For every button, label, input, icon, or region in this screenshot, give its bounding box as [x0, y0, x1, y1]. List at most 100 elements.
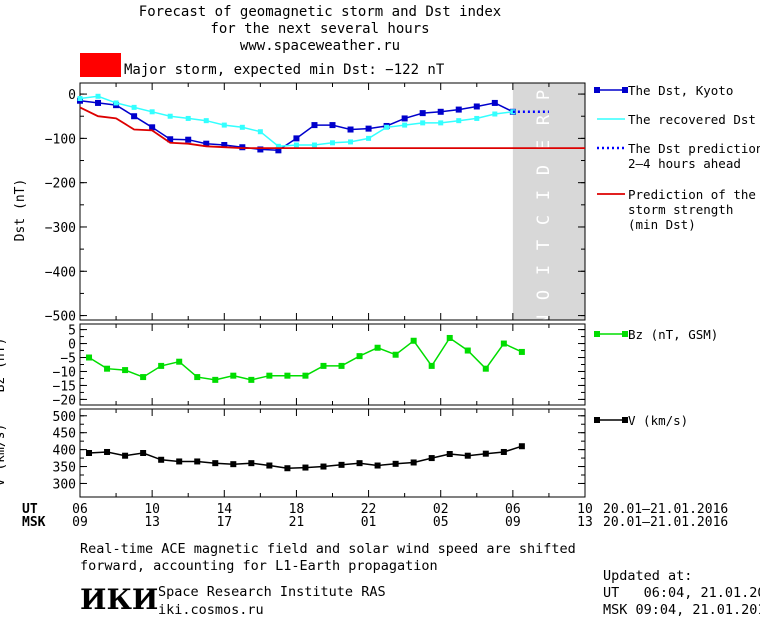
data-point [366, 135, 372, 141]
data-point [438, 120, 444, 126]
data-point [482, 450, 489, 457]
data-point [402, 122, 408, 128]
data-point [330, 140, 335, 146]
data-point [275, 143, 281, 149]
data-point [293, 135, 300, 142]
chart-title-url[interactable]: www.spaceweather.ru [239, 38, 401, 54]
y-axis-label: V (km/s) [0, 424, 8, 487]
prediction-band-letter: D [534, 165, 554, 175]
legend-bz-marker [622, 331, 628, 337]
data-point [348, 139, 354, 145]
legend-dst-label: The Dst, Kyoto [628, 83, 734, 98]
data-point [428, 362, 435, 369]
data-point [311, 122, 318, 129]
footnote-line-1: Real-time ACE magnetic field and solar w… [80, 541, 576, 557]
data-point [221, 122, 227, 128]
ut-tick-label: 06 [505, 502, 521, 517]
data-point [131, 113, 138, 120]
data-point [113, 100, 119, 106]
y-tick-label: 5 [68, 324, 76, 339]
data-point [158, 456, 165, 463]
data-point [365, 125, 372, 132]
updated-ut: UT 06:04, 21.01.2016 [603, 585, 760, 601]
data-point [356, 460, 363, 467]
legend-prediction-label-1: The Dst prediction [628, 141, 760, 156]
data-point [320, 463, 327, 470]
data-point [221, 142, 228, 149]
y-tick-label: −500 [45, 310, 76, 325]
data-point [149, 109, 155, 115]
msk-tick-label: 09 [72, 515, 88, 530]
data-point [410, 459, 417, 466]
iki-logo: ИКИ [80, 583, 159, 616]
data-point [257, 129, 263, 135]
data-point [374, 344, 381, 351]
data-point [473, 103, 480, 110]
msk-axis-label: MSK [22, 515, 46, 530]
institute-site-link[interactable]: iki.cosmos.ru [158, 602, 264, 618]
data-point [419, 110, 426, 117]
data-point [149, 124, 156, 131]
y-tick-label: 0 [68, 88, 76, 103]
updated-msk: MSK 09:04, 21.01.2016 [603, 602, 760, 618]
legend-dst-marker [594, 87, 600, 93]
prediction-band-letter: E [534, 140, 554, 150]
y-tick-label: −400 [45, 265, 76, 280]
data-point [500, 340, 507, 347]
data-point [420, 120, 426, 126]
data-point [140, 450, 147, 456]
y-tick-label: −300 [45, 221, 76, 236]
data-point [104, 448, 111, 455]
data-point [464, 452, 471, 459]
msk-tick-label: 17 [216, 515, 232, 530]
data-point [384, 124, 390, 130]
data-point [203, 118, 209, 124]
data-point [230, 461, 237, 468]
msk-tick-label: 13 [144, 515, 160, 530]
panel-frame [79, 323, 586, 406]
data-point [104, 365, 111, 372]
y-tick-label: 450 [53, 427, 76, 442]
data-point [86, 450, 93, 456]
data-point [284, 465, 291, 472]
data-point [95, 93, 101, 99]
legend-recovered-label: The recovered Dst [628, 112, 756, 127]
storm-level-swatch [80, 53, 121, 77]
y-tick-label: 500 [53, 410, 76, 425]
data-point [203, 140, 210, 147]
data-point [320, 362, 327, 369]
data-point [212, 460, 219, 467]
msk-tick-label: 09 [505, 515, 521, 530]
data-point [374, 462, 381, 469]
data-point [212, 376, 219, 383]
ut-tick-label: 02 [433, 502, 449, 517]
panel-frame [79, 82, 586, 321]
data-point [302, 372, 309, 379]
legend-min-dst-label-2: storm strength [628, 202, 734, 217]
prediction-band-letter: I [534, 265, 554, 275]
data-point [257, 146, 264, 153]
legend-min-dst-label-3: (min Dst) [628, 217, 696, 232]
msk-tick-label: 05 [433, 515, 449, 530]
data-point [194, 458, 201, 465]
data-point [230, 372, 237, 379]
y-tick-label: 0 [68, 338, 76, 353]
series-line [79, 106, 585, 150]
updated-label: Updated at: [603, 568, 693, 584]
data-point [167, 113, 173, 119]
y-tick-label: 350 [53, 461, 76, 476]
legend-v-marker [622, 417, 628, 423]
msk-tick-label: 13 [577, 515, 593, 530]
data-point [329, 122, 336, 129]
data-point [410, 337, 417, 344]
data-point [500, 448, 507, 455]
data-point [446, 451, 453, 458]
data-point [437, 108, 444, 115]
legend-min-dst-label-1: Prediction of the [628, 187, 756, 202]
data-point [302, 464, 309, 471]
ut-tick-label: 10 [577, 502, 593, 517]
data-point [284, 372, 291, 379]
data-point [122, 452, 129, 459]
data-point [95, 99, 102, 106]
data-point [491, 99, 498, 106]
